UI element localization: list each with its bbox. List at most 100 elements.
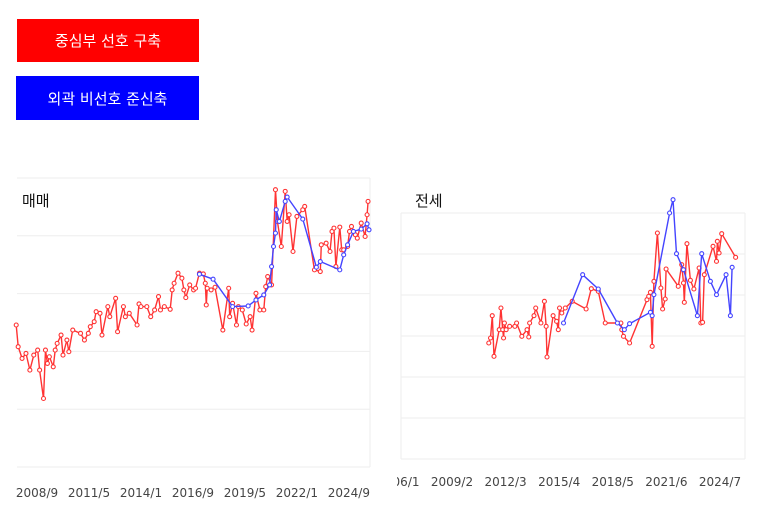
data-point: [345, 242, 351, 248]
data-point: [729, 264, 735, 270]
data-point: [115, 329, 121, 335]
data-point: [267, 282, 273, 288]
data-point: [239, 307, 245, 313]
data-point: [527, 320, 533, 326]
data-point: [15, 344, 21, 350]
data-point: [226, 285, 232, 291]
data-point: [358, 226, 364, 232]
data-point: [526, 334, 532, 340]
data-point: [253, 290, 259, 296]
data-point: [489, 313, 495, 319]
data-point: [66, 349, 72, 355]
data-point: [646, 293, 652, 299]
data-point: [684, 241, 690, 247]
x-tick-label: 2009/2: [431, 475, 473, 489]
data-point: [699, 251, 705, 257]
data-point: [647, 289, 653, 295]
data-point: [212, 284, 218, 290]
data-point: [300, 216, 306, 222]
data-point: [169, 287, 175, 293]
data-point: [620, 333, 627, 339]
x-tick-label: 2011/5: [68, 486, 110, 500]
data-point: [554, 318, 560, 324]
data-point: [233, 322, 240, 328]
data-point: [273, 207, 279, 213]
data-point: [13, 322, 19, 328]
data-point: [40, 395, 47, 402]
data-point: [621, 327, 627, 333]
data-point: [538, 320, 544, 326]
data-point: [662, 296, 668, 302]
data-point: [723, 272, 729, 278]
x-tick-label: 2024/7: [699, 475, 741, 489]
data-point: [507, 323, 513, 329]
data-point: [503, 327, 509, 333]
data-point: [602, 320, 608, 326]
data-point: [261, 307, 267, 313]
data-point: [651, 278, 657, 284]
data-point: [713, 258, 720, 264]
data-point: [183, 295, 189, 301]
data-point: [148, 314, 154, 320]
data-point: [284, 194, 290, 200]
data-point: [187, 282, 193, 288]
data-point: [107, 314, 113, 320]
data-point: [272, 187, 279, 193]
data-point: [727, 313, 733, 319]
x-tick-label: 2016/9: [172, 486, 214, 500]
data-point: [560, 320, 567, 326]
data-point: [52, 347, 58, 353]
data-point: [486, 340, 492, 346]
data-point: [501, 320, 507, 326]
data-point: [649, 313, 655, 319]
data-point: [519, 333, 525, 339]
data-point: [716, 250, 722, 256]
data-point: [670, 197, 676, 203]
data-point: [364, 212, 370, 218]
data-point: [50, 364, 56, 370]
data-point: [261, 292, 267, 298]
data-point: [46, 354, 52, 360]
data-point: [362, 233, 368, 240]
data-point: [595, 286, 601, 292]
data-point: [663, 266, 669, 272]
data-point: [167, 306, 173, 312]
data-point: [290, 248, 296, 255]
data-point: [649, 343, 655, 349]
data-point: [694, 313, 700, 319]
data-point: [243, 321, 249, 327]
data-point: [77, 330, 84, 336]
data-point: [302, 203, 308, 209]
data-point: [120, 304, 126, 310]
data-point: [627, 340, 633, 346]
data-point: [265, 274, 271, 280]
data-point: [313, 264, 319, 270]
data-point: [138, 304, 144, 310]
data-point: [208, 287, 214, 293]
data-point: [341, 252, 347, 258]
data-point: [555, 327, 561, 333]
x-tick-label: 2021/6: [645, 475, 687, 489]
data-point: [680, 267, 687, 273]
data-point: [202, 280, 208, 286]
data-point: [97, 310, 103, 316]
data-point: [366, 227, 372, 233]
data-point: [614, 320, 620, 326]
data-point: [247, 314, 253, 320]
data-point: [171, 280, 177, 286]
data-point: [42, 347, 49, 353]
data-point: [126, 310, 132, 316]
data-point: [550, 313, 556, 319]
data-point: [580, 272, 586, 278]
data-point: [70, 327, 76, 333]
sale-chart: 매매 2008/9 2011/5 2014/1 2016/9 2019/5 2022/1 2…: [13, 177, 372, 500]
data-point: [196, 271, 202, 277]
data-point: [660, 306, 666, 312]
data-point: [282, 198, 288, 204]
data-point: [544, 354, 550, 360]
data-point: [294, 213, 300, 219]
data-point: [651, 292, 657, 298]
data-point: [203, 302, 209, 308]
data-point: [64, 337, 70, 343]
